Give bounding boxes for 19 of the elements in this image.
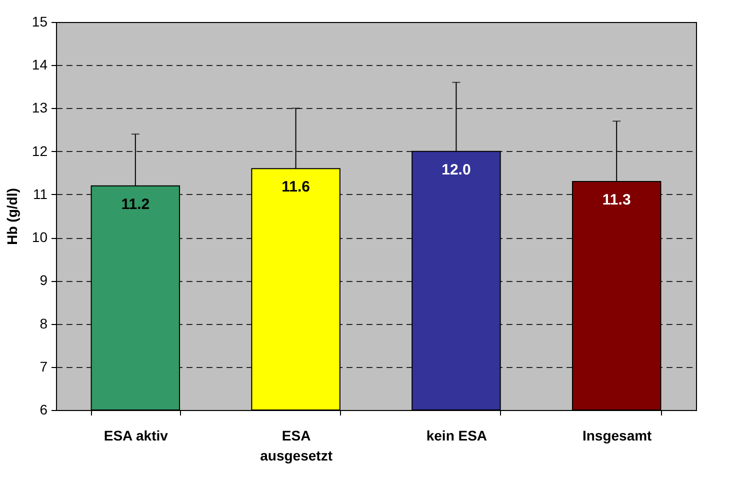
y-tick-label: 13 <box>32 100 48 116</box>
y-tick-label: 14 <box>32 56 48 73</box>
x-tick-label: Insgesamt <box>582 428 652 444</box>
y-tick-label: 9 <box>40 272 48 288</box>
y-tick-label: 12 <box>32 142 48 159</box>
y-tick-label: 7 <box>40 358 48 374</box>
y-tick-label: 8 <box>40 315 48 332</box>
data-label: 11.3 <box>602 192 631 209</box>
data-label: 11.6 <box>282 178 310 196</box>
x-tick-label: kein ESA <box>426 428 488 444</box>
y-tick-label: 6 <box>40 402 48 418</box>
data-label: 11.2 <box>121 196 150 213</box>
y-tick-label: 10 <box>32 229 48 246</box>
y-tick-label: 11 <box>32 186 48 202</box>
data-label: 12.0 <box>442 161 471 178</box>
y-axis-title: Hb (g/dl) <box>4 188 20 245</box>
y-tick-label: 15 <box>32 14 48 30</box>
x-tick-label: ESA ausgesetzt <box>260 428 333 464</box>
x-tick-label: ESA aktiv <box>104 428 168 444</box>
